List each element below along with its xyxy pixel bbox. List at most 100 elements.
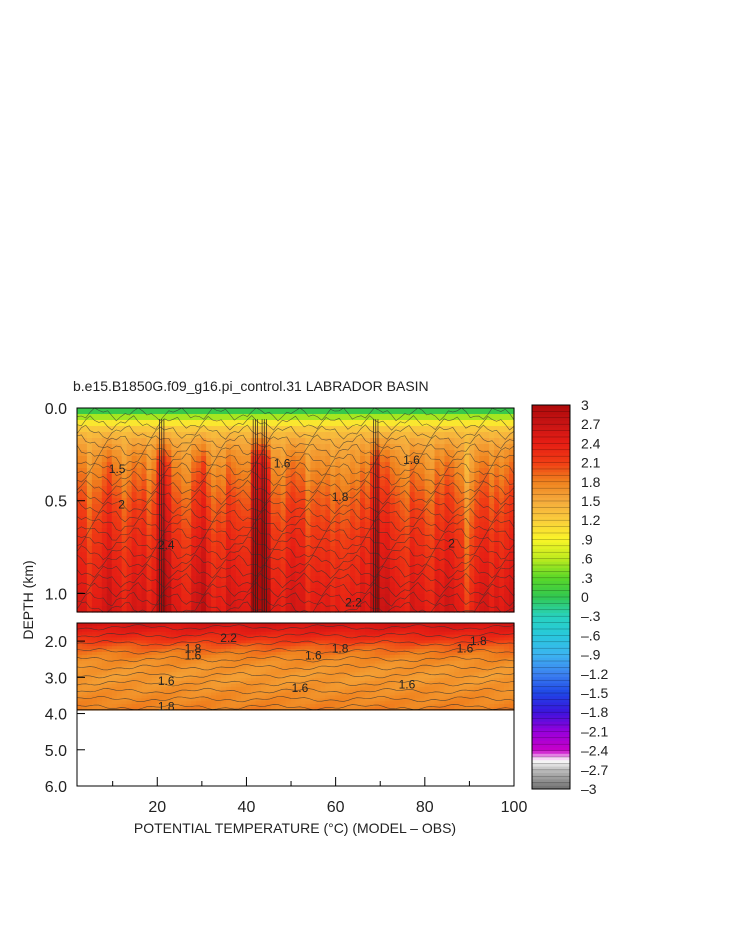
heat-cell — [295, 606, 302, 613]
heat-cell — [484, 420, 490, 427]
heat-cell — [414, 510, 421, 517]
heat-cell — [106, 623, 113, 627]
heat-cell — [255, 498, 262, 505]
heat-cell — [439, 450, 446, 457]
heat-cell — [345, 628, 351, 633]
heat-cell — [295, 504, 302, 511]
heat-cell — [106, 678, 113, 682]
heat-cell — [116, 663, 123, 668]
heat-cell — [131, 689, 138, 694]
heat-cell — [369, 564, 376, 571]
heat-cell — [355, 576, 361, 583]
heat-cell — [265, 660, 272, 665]
heat-cell — [201, 646, 207, 650]
heat-cell — [101, 498, 108, 505]
heat-cell — [250, 432, 257, 439]
heat-cell — [305, 672, 311, 676]
heat-cell — [275, 516, 282, 523]
heat-cell — [270, 444, 277, 451]
contour-line — [76, 581, 515, 598]
heat-cell — [369, 634, 376, 639]
heat-cell — [81, 704, 88, 708]
heat-cell — [320, 480, 326, 487]
heat-cell — [101, 480, 108, 487]
heat-cell — [504, 468, 510, 475]
heat-cell — [225, 456, 232, 463]
heat-cell — [121, 663, 128, 668]
heat-cell — [419, 528, 426, 535]
heat-cell — [270, 643, 277, 647]
heat-cell — [126, 426, 133, 433]
heat-cell — [181, 432, 187, 439]
heat-cell — [384, 570, 391, 577]
heat-cell — [191, 683, 197, 688]
heat-cell — [221, 534, 227, 541]
heat-cell — [325, 631, 331, 636]
heat-cell — [101, 678, 108, 682]
heat-cell — [260, 414, 267, 421]
heat-cell — [121, 552, 128, 559]
heat-cell — [225, 675, 232, 679]
heat-cell — [320, 408, 326, 415]
heat-cell — [360, 625, 366, 630]
heat-cell — [166, 504, 172, 511]
heat-cell — [365, 564, 371, 571]
heat-cell — [186, 414, 192, 421]
heat-cell — [404, 444, 411, 451]
heat-cell — [101, 654, 108, 659]
heat-cell — [474, 582, 480, 589]
heat-cell — [310, 522, 316, 529]
heat-cell — [459, 594, 465, 601]
heat-cell — [265, 420, 272, 427]
heat-cell — [91, 456, 98, 463]
heat-cell — [295, 663, 302, 668]
heat-cell — [196, 534, 202, 541]
heat-cell — [429, 576, 436, 583]
heat-cell — [285, 540, 292, 547]
heat-cell — [250, 486, 257, 493]
heat-cell — [355, 678, 361, 682]
heat-cell — [221, 683, 227, 688]
heat-cell — [171, 576, 177, 583]
heat-cell — [409, 474, 416, 481]
heat-cell — [141, 672, 148, 676]
heat-cell — [111, 628, 118, 633]
heat-cell — [141, 408, 148, 415]
heat-cell — [320, 695, 326, 699]
heat-cell — [191, 623, 197, 627]
heat-cell — [374, 643, 381, 647]
heat-cell — [360, 432, 366, 439]
heat-cell — [111, 698, 118, 702]
heat-cell — [365, 663, 371, 668]
heat-cell — [136, 707, 143, 711]
heat-cell — [414, 546, 421, 553]
heat-cell — [146, 606, 153, 613]
heat-cell — [310, 570, 316, 577]
heat-cell — [91, 634, 98, 639]
heat-cell — [101, 486, 108, 493]
heat-cell — [181, 528, 187, 535]
heat-cell — [186, 672, 192, 676]
heat-cell — [365, 492, 371, 499]
heat-cell — [399, 516, 406, 523]
heat-cell — [469, 432, 475, 439]
heat-cell — [235, 663, 242, 668]
heat-cell — [216, 600, 222, 607]
heat-cell — [300, 600, 307, 607]
heat-cell — [379, 444, 386, 451]
heat-cell — [389, 600, 396, 607]
heat-cell — [394, 651, 401, 656]
heat-cell — [379, 594, 386, 601]
heat-cell — [126, 643, 133, 647]
heat-cell — [171, 492, 177, 499]
heat-cell — [131, 628, 138, 633]
heat-cell — [504, 492, 510, 499]
heat-cell — [131, 649, 138, 653]
heat-cell — [255, 675, 262, 679]
heat-cell — [509, 486, 515, 493]
heat-cell — [126, 675, 133, 679]
heat-cell — [300, 692, 307, 697]
heat-cell — [444, 516, 451, 523]
heat-cell — [464, 456, 470, 463]
heat-cell — [330, 704, 336, 708]
